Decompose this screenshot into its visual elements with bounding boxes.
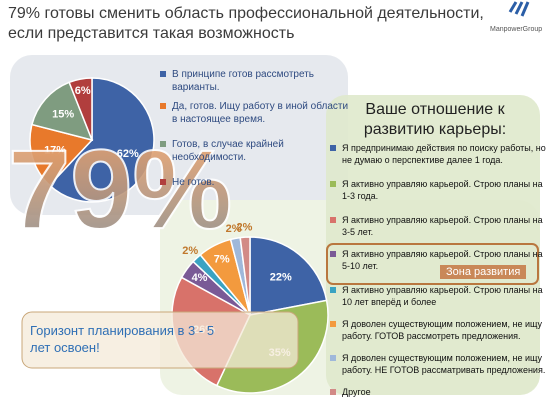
legend-text: Я активно управляю карьерой. Строю планы… <box>342 215 543 237</box>
legend-text: В принципе готов рассмотреть варианты. <box>172 69 314 93</box>
legend-marker <box>330 355 336 361</box>
legend-marker <box>330 321 336 327</box>
callout-horizon: Горизонт планирования в 3 - 5 лет освоен… <box>30 323 215 355</box>
chart-2-title: Ваше отношение к развитию карьеры: <box>363 101 507 138</box>
legend-marker <box>160 179 166 185</box>
legend-text: Да, готов. Ищу работу в иной области в н… <box>172 101 349 125</box>
legend-marker <box>330 251 336 257</box>
pie-slice <box>29 123 94 187</box>
pie-slice <box>48 77 155 203</box>
pie-slice <box>68 77 93 141</box>
legend-text: Я активно управляю карьерой. Строю планы… <box>342 285 543 307</box>
legend-entry: Да, готов. Ищу работу в иной области в н… <box>160 100 352 126</box>
legend-marker <box>330 287 336 293</box>
highlight-box <box>326 243 539 285</box>
slice-label: 2% <box>226 223 242 235</box>
legend-text: Я доволен существующим положением, не ищ… <box>342 319 543 341</box>
pie-slice <box>31 81 94 142</box>
legend-marker <box>160 71 166 77</box>
slice-label: 22% <box>270 272 292 284</box>
pie-slice <box>239 236 251 316</box>
slice-label: 15% <box>52 108 74 120</box>
legend-text: Я активно управляю карьерой. Строю планы… <box>342 249 543 271</box>
pie-slice <box>249 236 328 316</box>
legend-entry: Я доволен существующим положением, не ищ… <box>330 318 547 342</box>
logo: ManpowerGroup <box>490 26 543 33</box>
legend-text: Я доволен существующим положением, не ищ… <box>342 353 546 375</box>
legend-marker <box>330 181 336 187</box>
legend-entry: Готов, в случае крайней необходимости. <box>160 138 352 164</box>
legend-entry: Я предпринимаю действия по поиску работы… <box>330 142 547 166</box>
legend-text: Готов, в случае крайней необходимости. <box>172 139 284 163</box>
legend-text: Я предпринимаю действия по поиску работы… <box>342 143 546 165</box>
legend-marker <box>160 103 166 109</box>
legend-entry: В принципе готов рассмотреть варианты. <box>160 68 352 94</box>
slice-label: 62% <box>117 148 139 160</box>
legend-text: Другое <box>342 387 371 397</box>
legend-text: Я активно управляю карьерой. Строю планы… <box>342 179 543 201</box>
legend-marker <box>330 389 336 395</box>
legend-marker <box>330 217 336 223</box>
slice-label: 2% <box>182 245 198 257</box>
legend-entry: Я доволен существующим положением, не ищ… <box>330 352 547 376</box>
slice-label: 4% <box>192 272 208 284</box>
big-number: 79% <box>8 127 232 252</box>
slice-label: 17% <box>44 145 66 157</box>
legend-text: Не готов. <box>172 177 215 188</box>
slice-label: 2% <box>237 222 253 234</box>
legend-marker <box>330 145 336 151</box>
slice-label: 6% <box>75 85 91 97</box>
legend-marker <box>160 141 166 147</box>
legend-entry: Другое <box>330 386 547 398</box>
legend-entry: Я активно управляю карьерой. Строю планы… <box>330 248 547 272</box>
callout-zone: Зона развития <box>440 265 527 279</box>
legend-entry: Я активно управляю карьерой. Строю планы… <box>330 214 547 238</box>
logo-mark <box>508 1 530 17</box>
legend-entry: Не готов. <box>160 176 352 189</box>
legend-entry: Я активно управляю карьерой. Строю планы… <box>330 178 547 202</box>
title: 79% готовы сменить область профессиональ… <box>8 5 484 42</box>
slice-label: 7% <box>214 253 230 265</box>
callout-box <box>21 311 299 369</box>
legend-entry: Я активно управляю карьерой. Строю планы… <box>330 284 547 308</box>
